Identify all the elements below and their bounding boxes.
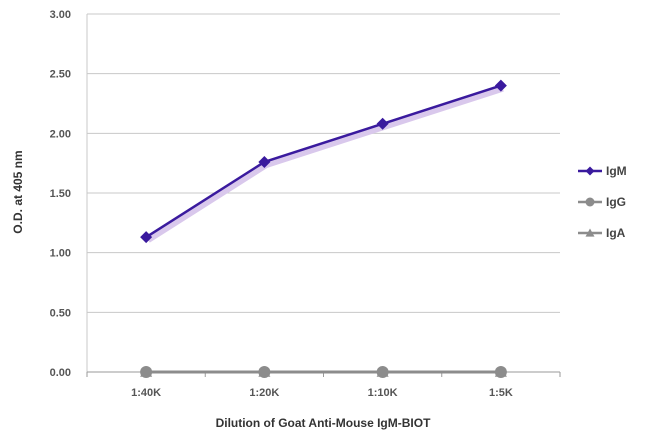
legend-marker (585, 166, 595, 176)
data-point (494, 366, 507, 378)
y-tick-label: 3.00 (50, 9, 71, 21)
x-tick-labels: 1:40K 1:20K 1:10K 1:5K (131, 387, 513, 399)
series-lines (140, 79, 507, 378)
data-point (376, 366, 389, 378)
x-axis-title: Dilution of Goat Anti-Mouse IgM-BIOT (216, 416, 432, 430)
data-point (258, 366, 271, 378)
x-tick-label: 1:5K (489, 387, 513, 399)
data-point (494, 79, 507, 92)
y-tick-label: 1.50 (50, 188, 71, 200)
y-tick-label: 2.00 (50, 128, 71, 140)
data-point (140, 231, 153, 244)
legend-item-igm: IgM (578, 164, 627, 178)
gridlines (87, 13, 560, 313)
data-point (140, 366, 153, 378)
legend-marker (585, 228, 595, 237)
y-tick-label: 0.50 (50, 307, 71, 319)
legend-label: IgA (606, 226, 626, 240)
data-point (376, 117, 389, 130)
series-line (145, 84, 502, 239)
x-tick-label: 1:10K (368, 387, 398, 399)
legend-marker (585, 197, 595, 207)
legend-label: IgG (606, 195, 626, 209)
series-igg (140, 366, 507, 378)
legend-label: IgM (606, 164, 627, 178)
data-point (258, 155, 271, 168)
legend-item-igg: IgG (578, 195, 626, 209)
series-igm (140, 79, 507, 244)
x-tick-label: 1:20K (249, 387, 279, 399)
y-tick-label: 0.00 (50, 367, 71, 379)
legend-item-iga: IgA (578, 226, 626, 240)
series-shadow (146, 85, 504, 243)
y-axis-title: O.D. at 405 nm (11, 150, 25, 233)
x-tick-label: 1:40K (131, 387, 161, 399)
y-tick-label: 1.00 (50, 248, 71, 260)
legend: IgM IgG IgA (578, 164, 627, 240)
y-tick-label: 2.50 (50, 69, 71, 81)
y-tick-labels: 0.00 0.50 1.00 1.50 2.00 2.50 3.00 (50, 9, 71, 379)
axes (86, 14, 561, 377)
